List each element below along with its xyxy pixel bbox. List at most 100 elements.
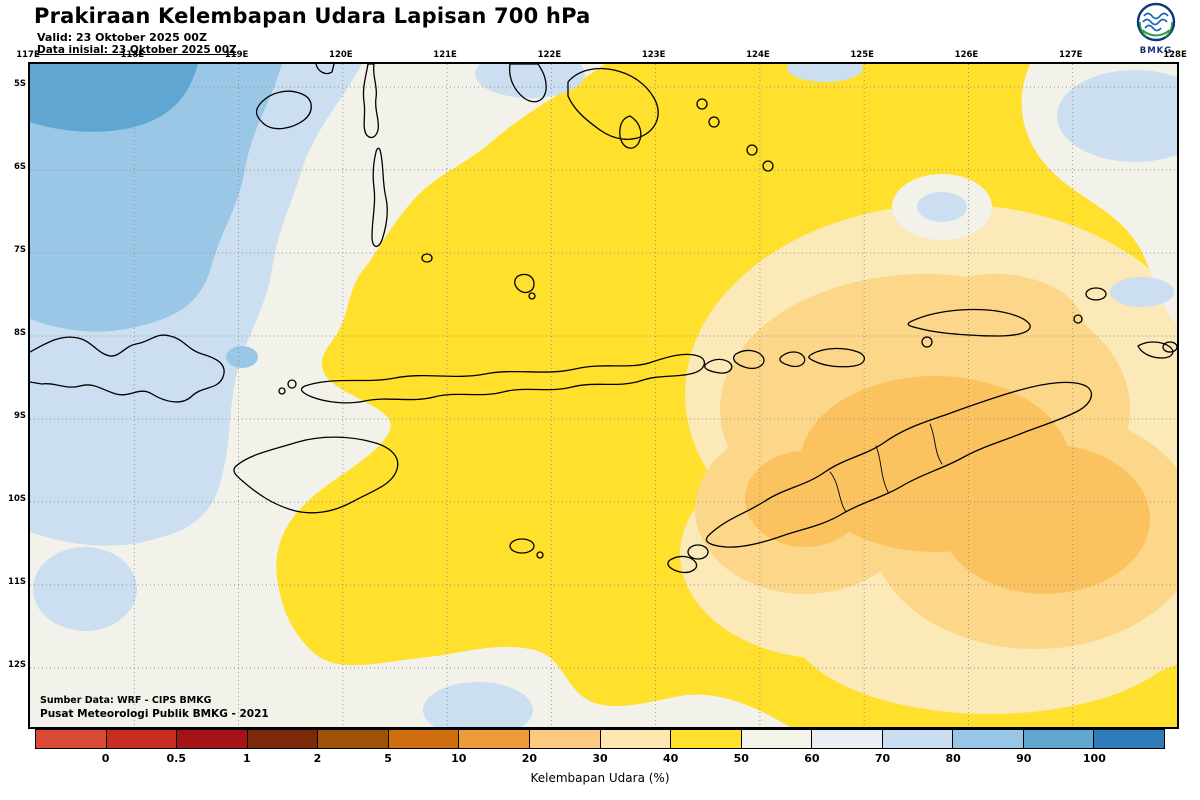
peninsula-south-sulawesi: [362, 64, 380, 139]
colorbar-tick-label: 70: [874, 752, 891, 765]
island-komodo: [287, 379, 297, 389]
lon-label: 120E: [329, 50, 353, 60]
colorbar-tick-label: 50: [733, 752, 749, 765]
colorbar-segment: [247, 730, 319, 748]
map-canvas: Sumber Data: WRF - CIPS BMKG Pusat Meteo…: [28, 62, 1179, 729]
island-buton-lobe: [619, 115, 642, 149]
colorbar-tick-label: 0: [101, 752, 110, 765]
island-atauro: [921, 336, 933, 348]
colorbar-tick-label: 90: [1016, 752, 1032, 765]
colorbar-tick-label: 20: [521, 752, 538, 765]
timor-internal-border-1: [875, 445, 889, 493]
island-lembata: [733, 349, 765, 370]
island-pantar: [779, 351, 806, 368]
colorbar-segment: [318, 730, 389, 748]
lat-label: 7S: [13, 245, 26, 255]
timor-internal-border-3: [929, 423, 943, 465]
colorbar-segment: [1023, 730, 1095, 748]
peninsula-se-sulawesi: [508, 64, 547, 103]
island-top-fragment: [315, 64, 335, 75]
colorbar-segment: [882, 730, 954, 748]
island-alor: [808, 347, 865, 368]
island-raijua: [536, 551, 544, 559]
lon-label: 123E: [641, 50, 666, 60]
humidity-contour-map: [30, 64, 1177, 727]
lat-label: 6S: [13, 162, 26, 172]
island-babar: [1137, 341, 1174, 359]
island-wakatobi-3: [746, 144, 758, 156]
colorbar-tick-label: 1: [243, 752, 251, 765]
island-sumbawa: [30, 334, 225, 403]
lon-label: 124E: [746, 50, 770, 60]
lat-label: 12S: [8, 660, 26, 670]
island-wakatobi-1: [696, 98, 708, 110]
lat-label: 10S: [8, 494, 26, 504]
colorbar-segment: [388, 730, 460, 748]
colorbar-segment: [953, 730, 1024, 748]
colorbar-segment: [812, 730, 883, 748]
colorbar-tick-label: 2: [313, 752, 322, 765]
bmkg-logo-icon: [1136, 2, 1176, 42]
lat-label: 9S: [13, 411, 26, 421]
colorbar-tick-label: 5: [384, 752, 392, 765]
colorbar-segment: [1094, 730, 1164, 748]
lon-label: 119E: [224, 50, 249, 60]
island-sumba: [233, 436, 399, 514]
island-kisar: [1073, 314, 1083, 324]
coastlines: [30, 64, 1177, 574]
island-buton-muna: [567, 67, 659, 140]
colorbar-segment: [177, 730, 248, 748]
lon-label: 127E: [1058, 50, 1083, 60]
colorbar-tick-label: 10: [451, 752, 467, 765]
island-east-edge: [1162, 341, 1177, 353]
page-title: Prakiraan Kelembapan Udara Lapisan 700 h…: [34, 4, 591, 28]
island-flores-sea-2: [514, 273, 535, 294]
colorbar-segment: [600, 730, 672, 748]
island-timor: [705, 381, 1093, 548]
initial-time: Data inisial: 23 Oktober 2025 00Z: [37, 44, 237, 56]
island-flores-sea-1: [421, 253, 433, 263]
colorbar-segment: [671, 730, 742, 748]
island-rote: [667, 555, 698, 574]
lon-label: 122E: [537, 50, 562, 60]
colorbar-legend: [35, 729, 1165, 749]
contour-deep-blue: [30, 64, 198, 132]
colorbar-segment: [741, 730, 813, 748]
island-group-northwest: [255, 90, 312, 130]
legend-title: Kelembapan Udara (%): [530, 771, 670, 785]
colorbar-segment: [36, 730, 107, 748]
island-flores: [300, 353, 705, 404]
colorbar-tick-label: 0.5: [166, 752, 187, 765]
colorbar-tick-label: 100: [1082, 752, 1106, 765]
island-savu: [509, 538, 535, 554]
timor-internal-border-2: [829, 471, 847, 513]
lon-label: 126E: [954, 50, 979, 60]
contour-orange: [745, 376, 1150, 594]
colorbar-segment: [529, 730, 601, 748]
publisher: Pusat Meteorologi Publik BMKG - 2021: [40, 708, 269, 720]
lon-label: 118E: [120, 50, 145, 60]
lon-label: 128E: [1163, 50, 1187, 60]
lat-label: 11S: [8, 577, 26, 587]
island-wakatobi-2: [708, 116, 720, 128]
colorbar-segment: [106, 730, 178, 748]
graticule-grid: [30, 64, 1177, 727]
data-source: Sumber Data: WRF - CIPS BMKG: [40, 695, 212, 706]
lon-label: 125E: [850, 50, 874, 60]
lat-label: 8S: [13, 328, 26, 338]
island-selayar: [371, 147, 388, 247]
island-flores-sea-3: [528, 292, 536, 300]
island-wetar: [907, 308, 1031, 337]
valid-time: Valid: 23 Oktober 2025 00Z: [37, 31, 207, 44]
lat-label: 5S: [13, 79, 26, 89]
bmkg-logo-label: BMKG: [1139, 46, 1173, 56]
colorbar-tick-label: 80: [945, 752, 961, 765]
island-romang: [1085, 287, 1107, 301]
colorbar-segment: [459, 730, 530, 748]
colorbar-tick-label: 30: [592, 752, 608, 765]
lon-label: 121E: [433, 50, 457, 60]
bmkg-logo: BMKG: [1128, 2, 1184, 56]
colorbar-tick-label: 40: [662, 752, 679, 765]
island-semau: [687, 544, 709, 560]
island-rinca: [278, 387, 286, 395]
